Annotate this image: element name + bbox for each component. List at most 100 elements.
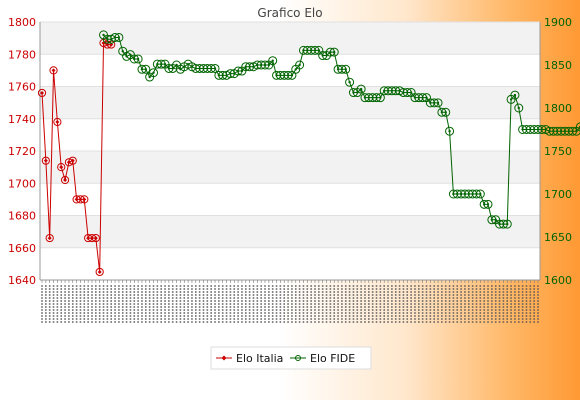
- data-point-marker: [129, 53, 132, 56]
- y-right-tick-label: 1750: [544, 145, 572, 158]
- data-point-marker: [290, 74, 294, 77]
- data-point-marker: [144, 68, 148, 71]
- data-point-marker: [40, 90, 44, 95]
- data-point-marker: [494, 218, 497, 221]
- y-right-tick-label: 1900: [544, 16, 572, 29]
- data-point: [441, 107, 451, 117]
- y-left-tick-label: 1740: [8, 113, 36, 126]
- data-point-marker: [148, 75, 151, 79]
- data-point-marker: [333, 50, 336, 54]
- data-point: [514, 103, 524, 113]
- data-point: [475, 189, 485, 199]
- data-point-marker: [506, 222, 509, 226]
- chart-title: Grafico Elo: [257, 6, 322, 20]
- y-left-tick-label: 1680: [8, 210, 36, 223]
- data-point-marker: [298, 63, 301, 67]
- data-point-marker: [348, 81, 351, 84]
- data-point: [295, 60, 305, 70]
- data-point-marker: [47, 236, 52, 241]
- plot-band: [40, 183, 540, 216]
- data-point-marker: [55, 119, 60, 124]
- data-point-marker: [51, 68, 56, 73]
- y-left-tick-label: 1800: [8, 16, 36, 29]
- y-left-tick-label: 1760: [8, 81, 36, 94]
- data-point: [114, 32, 124, 42]
- data-point: [133, 54, 143, 64]
- plot-band: [40, 151, 540, 184]
- data-point-marker: [359, 87, 363, 91]
- plot-band: [40, 215, 540, 248]
- data-point-marker: [271, 59, 274, 62]
- series-elo-fide: [99, 30, 580, 229]
- y-left-tick-label: 1720: [8, 145, 36, 158]
- legend-marker: [221, 355, 227, 361]
- data-point-marker: [517, 106, 520, 110]
- data-point: [49, 66, 58, 75]
- data-point: [345, 77, 355, 87]
- data-point-marker: [59, 165, 64, 170]
- data-point: [95, 267, 104, 277]
- y-right-tick-label: 1800: [544, 102, 572, 115]
- data-point-marker: [425, 96, 428, 99]
- data-point-marker: [575, 130, 578, 133]
- y-left-tick-label: 1780: [8, 48, 36, 61]
- data-point: [45, 233, 54, 243]
- data-point-marker: [344, 68, 347, 71]
- data-point: [502, 219, 512, 229]
- data-point-marker: [117, 36, 121, 39]
- data-point: [149, 68, 159, 78]
- y-right-tick-label: 1850: [544, 59, 572, 72]
- data-point-marker: [513, 93, 517, 97]
- data-point: [575, 122, 580, 132]
- data-point-marker: [163, 62, 167, 66]
- data-point-marker: [93, 236, 98, 241]
- data-point-marker: [213, 67, 217, 70]
- data-point-marker: [509, 98, 513, 101]
- legend-label: Elo Italia: [236, 352, 283, 365]
- plot-band: [40, 118, 540, 151]
- data-point-marker: [121, 50, 124, 53]
- data-point: [483, 199, 493, 209]
- data-point: [356, 84, 366, 94]
- data-point-marker: [317, 49, 321, 52]
- data-point-marker: [448, 130, 451, 133]
- data-point-marker: [63, 178, 68, 183]
- plot-band: [40, 247, 540, 280]
- data-point: [329, 47, 339, 57]
- plot-band: [40, 86, 540, 119]
- data-point: [41, 156, 50, 165]
- legend-label: Elo FIDE: [310, 352, 355, 365]
- legend-item: Elo Italia: [216, 352, 283, 365]
- data-point: [57, 163, 66, 172]
- data-point: [268, 56, 278, 66]
- data-point-marker: [152, 71, 155, 74]
- data-point: [375, 93, 385, 103]
- data-point-marker: [136, 57, 140, 61]
- data-point: [433, 98, 443, 108]
- data-point: [80, 195, 89, 204]
- data-point-marker: [102, 33, 105, 37]
- data-point-marker: [70, 158, 75, 163]
- data-point-marker: [97, 269, 102, 274]
- data-point-marker: [409, 91, 413, 94]
- data-point-marker: [43, 158, 48, 163]
- data-point: [91, 233, 100, 243]
- data-point-marker: [82, 197, 87, 202]
- y-left-tick-label: 1640: [8, 274, 36, 287]
- legend-marker: [295, 355, 301, 361]
- legend-item: Elo FIDE: [290, 352, 355, 365]
- plot-band: [40, 54, 540, 87]
- data-point-marker: [379, 96, 382, 99]
- data-point-marker: [267, 63, 271, 67]
- data-point-marker: [294, 68, 297, 71]
- data-point-marker: [479, 192, 482, 196]
- y-right-tick-label: 1650: [544, 231, 572, 244]
- y-right-tick-label: 1700: [544, 188, 572, 201]
- data-point-marker: [175, 63, 178, 67]
- y-left-tick-label: 1700: [8, 177, 36, 190]
- data-point: [60, 175, 70, 185]
- data-point-marker: [444, 111, 447, 114]
- data-point: [53, 117, 62, 127]
